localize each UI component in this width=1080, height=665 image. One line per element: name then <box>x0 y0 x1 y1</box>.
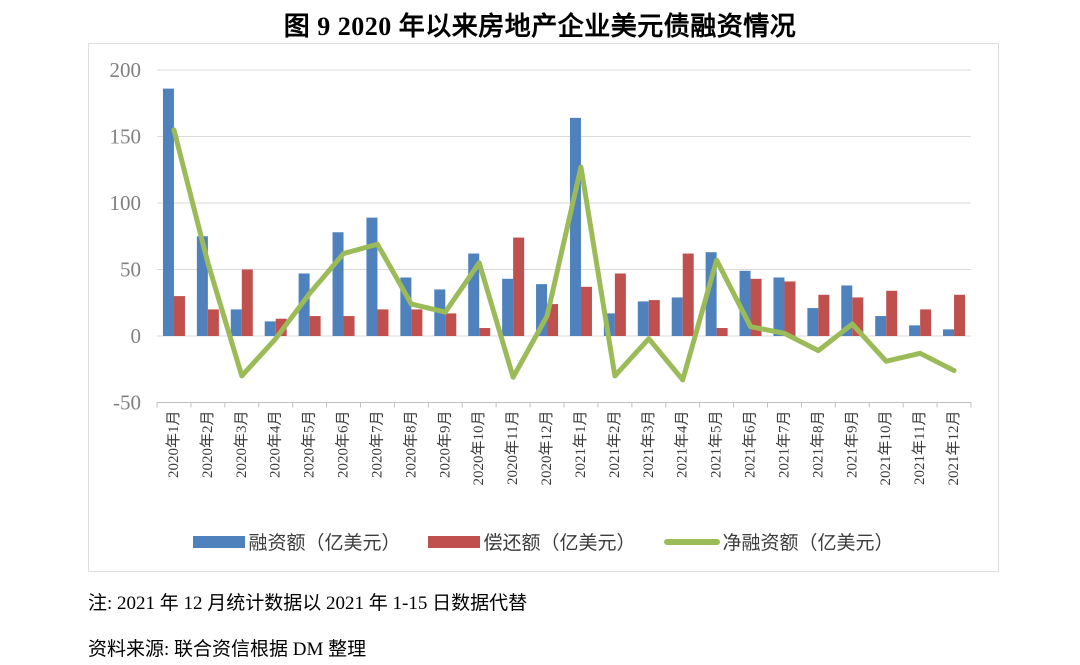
legend-label-financing: 融资额（亿美元） <box>248 533 401 554</box>
svg-text:2020年2月: 2020年2月 <box>199 411 216 479</box>
svg-text:2021年12月: 2021年12月 <box>945 411 962 486</box>
svg-text:2020年10月: 2020年10月 <box>470 411 487 486</box>
svg-text:2020年5月: 2020年5月 <box>301 411 318 479</box>
svg-text:2021年3月: 2021年3月 <box>640 411 657 479</box>
legend-item-net-financing: 净融资额（亿美元） <box>663 528 894 555</box>
svg-text:100: 100 <box>110 191 142 215</box>
combo-chart: 200 150 100 50 0 -50 2020年1月 2020年2月 2020年3月 2020… <box>110 58 972 486</box>
chart-frame: 200 150 100 50 0 -50 2020年1月 2020年2月 2020年3月 2020… <box>88 43 999 572</box>
legend-swatch-net-financing <box>663 538 720 545</box>
legend-swatch-financing <box>193 535 246 548</box>
svg-text:0: 0 <box>131 324 142 348</box>
svg-text:2020年9月: 2020年9月 <box>436 411 453 479</box>
svg-text:50: 50 <box>120 258 141 282</box>
svg-text:2020年1月: 2020年1月 <box>165 411 182 479</box>
svg-text:-50: -50 <box>113 391 141 415</box>
svg-text:2021年10月: 2021年10月 <box>877 411 894 486</box>
svg-text:2021年6月: 2021年6月 <box>742 411 759 479</box>
svg-text:200: 200 <box>110 58 142 82</box>
svg-text:2020年8月: 2020年8月 <box>402 411 419 479</box>
svg-text:2020年11月: 2020年11月 <box>504 411 521 485</box>
svg-text:150: 150 <box>110 125 142 149</box>
chart-note: 注: 2021 年 12 月统计数据以 2021 年 1-15 日数据代替 <box>88 593 528 614</box>
svg-text:2021年7月: 2021年7月 <box>775 411 792 479</box>
svg-text:2020年7月: 2020年7月 <box>368 411 385 479</box>
svg-text:2021年9月: 2021年9月 <box>843 411 860 479</box>
svg-text:2021年1月: 2021年1月 <box>572 411 589 479</box>
svg-text:2021年2月: 2021年2月 <box>606 411 623 479</box>
svg-text:2020年6月: 2020年6月 <box>335 411 352 479</box>
legend-label-repayment: 偿还额（亿美元） <box>483 533 636 554</box>
chart-source: 资料来源: 联合资信根据 DM 整理 <box>88 639 367 660</box>
legend-item-repayment: 偿还额（亿美元） <box>428 528 636 555</box>
legend-swatch-repayment <box>428 535 481 548</box>
legend-item-financing: 融资额（亿美元） <box>193 528 400 555</box>
svg-text:2021年5月: 2021年5月 <box>708 411 725 479</box>
svg-text:2021年8月: 2021年8月 <box>809 411 826 479</box>
figure-title: 图 9 2020 年以来房地产企业美元债融资情况 <box>283 12 797 41</box>
svg-text:2020年12月: 2020年12月 <box>538 411 555 486</box>
svg-text:2020年4月: 2020年4月 <box>267 411 284 479</box>
svg-text:2021年11月: 2021年11月 <box>911 411 928 485</box>
chart-legend: 融资额（亿美元） 偿还额（亿美元） 净融资额（亿美元） <box>89 528 998 555</box>
svg-text:2020年3月: 2020年3月 <box>233 411 250 479</box>
svg-text:2021年4月: 2021年4月 <box>674 411 691 479</box>
legend-label-net-financing: 净融资额（亿美元） <box>722 533 894 554</box>
